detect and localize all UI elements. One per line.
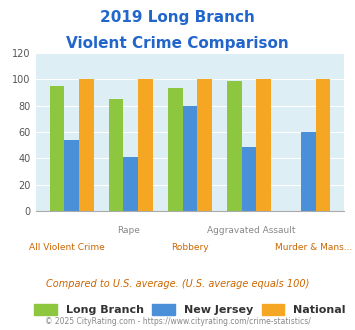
Legend: Long Branch, New Jersey, National: Long Branch, New Jersey, National bbox=[30, 299, 350, 319]
Bar bbox=[182, 106, 197, 211]
Bar bbox=[168, 88, 182, 211]
Text: © 2025 CityRating.com - https://www.cityrating.com/crime-statistics/: © 2025 CityRating.com - https://www.city… bbox=[45, 317, 310, 326]
Bar bbox=[301, 132, 316, 211]
Bar bbox=[64, 140, 79, 211]
Bar bbox=[109, 99, 124, 211]
Bar bbox=[316, 79, 330, 211]
Bar bbox=[124, 157, 138, 211]
Text: Murder & Mans...: Murder & Mans... bbox=[275, 243, 352, 251]
Bar bbox=[242, 147, 256, 211]
Text: Aggravated Assault: Aggravated Assault bbox=[207, 226, 296, 235]
Bar bbox=[197, 79, 212, 211]
Text: Compared to U.S. average. (U.S. average equals 100): Compared to U.S. average. (U.S. average … bbox=[46, 279, 309, 289]
Text: Violent Crime Comparison: Violent Crime Comparison bbox=[66, 36, 289, 51]
Bar bbox=[256, 79, 271, 211]
Bar bbox=[227, 81, 242, 211]
Bar bbox=[79, 79, 94, 211]
Text: Rape: Rape bbox=[117, 226, 140, 235]
Bar bbox=[138, 79, 153, 211]
Text: All Violent Crime: All Violent Crime bbox=[28, 243, 104, 251]
Text: 2019 Long Branch: 2019 Long Branch bbox=[100, 10, 255, 25]
Text: Robbery: Robbery bbox=[171, 243, 209, 251]
Bar bbox=[50, 86, 64, 211]
